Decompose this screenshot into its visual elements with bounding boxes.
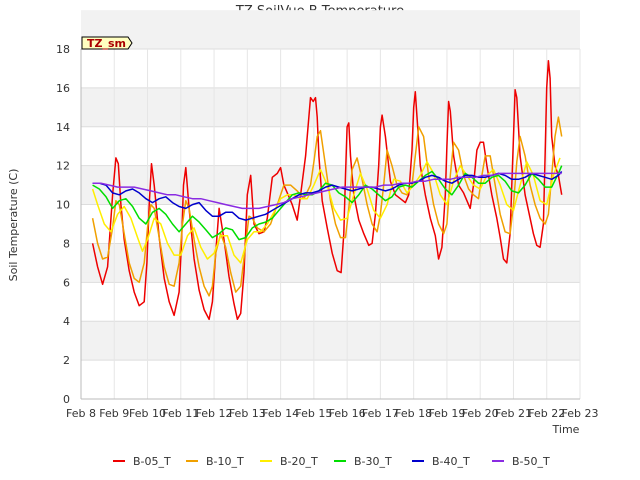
x-tick-label: Feb 14	[262, 407, 299, 420]
x-tick-label: Feb 20	[462, 407, 499, 420]
legend-label: B-40_T	[432, 455, 470, 468]
series-line-b-30-t	[92, 165, 563, 241]
legend-label: B-30_T	[354, 455, 392, 468]
y-tick-label: 10	[56, 199, 70, 212]
series-line-b-20-t	[91, 157, 561, 264]
grid-band	[81, 243, 580, 283]
station-badge: TZ_sm	[81, 36, 133, 50]
y-tick-label: 12	[56, 160, 70, 173]
series-line-b-50-t	[92, 172, 562, 210]
x-tick-label: Feb 10	[129, 407, 166, 420]
y-tick-label: 16	[56, 82, 70, 95]
grid-band	[81, 87, 580, 127]
legend-label: B-10_T	[206, 455, 244, 468]
y-tick-label: 6	[63, 276, 70, 289]
x-tick-label: Feb 15	[295, 407, 332, 420]
series-lines	[91, 59, 563, 321]
x-tick-label: Feb 12	[196, 407, 233, 420]
series-line-b-40-t	[92, 171, 563, 221]
x-tick-label: Feb 17	[362, 407, 399, 420]
y-tick-label: 14	[56, 121, 70, 134]
legend: B-05_T B-10_T B-20_T B-30_T B-40_T B-50_T	[113, 455, 550, 468]
x-tick-label: Feb 18	[395, 407, 432, 420]
station-badge-label: TZ_sm	[87, 37, 126, 50]
x-axis-label: Time	[552, 423, 580, 436]
y-axis-label: Soil Temperature (C)	[7, 169, 20, 282]
series-line-b-10-t	[91, 116, 563, 297]
legend-label: B-20_T	[280, 455, 318, 468]
y-tick-label: 2	[63, 354, 70, 367]
x-tick-label: Feb 8	[66, 407, 96, 420]
x-tick-label: Feb 9	[99, 407, 129, 420]
y-axis-ticks: 0 2 4 6 8 10 12 14 16 18	[56, 43, 70, 406]
x-tick-label: Feb 11	[162, 407, 199, 420]
x-tick-label: Feb 21	[495, 407, 532, 420]
y-tick-label: 8	[63, 237, 70, 250]
grid-lines	[80, 48, 581, 400]
x-tick-label: Feb 19	[428, 407, 465, 420]
grid-band	[81, 10, 580, 49]
legend-label: B-05_T	[133, 455, 171, 468]
x-tick-label: Feb 22	[528, 407, 565, 420]
x-tick-label: Feb 23	[562, 407, 599, 420]
x-tick-label: Feb 16	[329, 407, 366, 420]
y-tick-label: 18	[56, 43, 70, 56]
legend-label: B-50_T	[512, 455, 550, 468]
x-tick-label: Feb 13	[229, 407, 266, 420]
y-tick-label: 0	[63, 393, 70, 406]
grid-band	[81, 321, 580, 361]
y-tick-label: 4	[63, 315, 70, 328]
